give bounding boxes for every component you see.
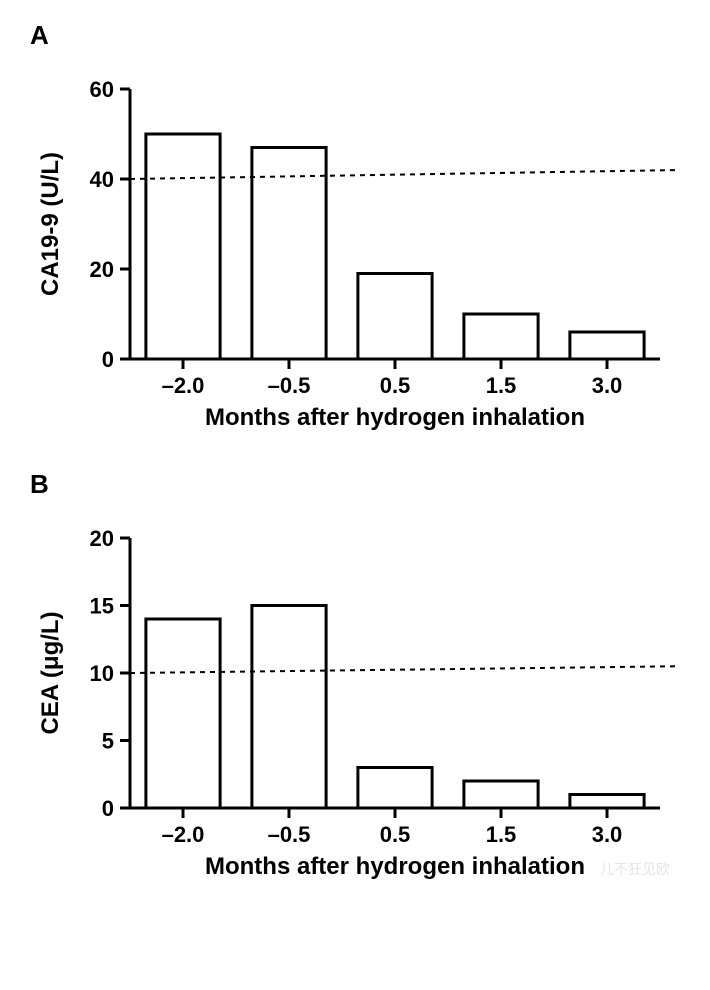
xtick-label: 0.5 bbox=[380, 822, 411, 847]
ytick-label: 0 bbox=[102, 347, 114, 372]
ytick-label: 5 bbox=[102, 729, 114, 754]
y-axis-label: CEA (μg/L) bbox=[37, 611, 64, 734]
panel-a: A 0 20 40 60 –2.0 –0.5 0.5 1.5 3.0 CA19-9 (U/L) Mo… bbox=[20, 20, 690, 439]
ytick-label: 20 bbox=[90, 526, 114, 551]
xtick-label: –0.5 bbox=[268, 822, 311, 847]
ytick-label: 10 bbox=[90, 661, 114, 686]
panel-b-label: B bbox=[30, 469, 690, 500]
xtick-label: –0.5 bbox=[268, 373, 311, 398]
xtick-label: 1.5 bbox=[486, 373, 517, 398]
bar-–2.0 bbox=[146, 619, 220, 808]
xtick-label: –2.0 bbox=[162, 822, 205, 847]
bar-0.5 bbox=[358, 274, 432, 360]
xtick-label: –2.0 bbox=[162, 373, 205, 398]
panel-b-chart: 0 5 10 15 20 –2.0 –0.5 0.5 1.5 3.0 CEA (μg/L) Month… bbox=[20, 508, 690, 888]
watermark: 儿不狂见欧 bbox=[600, 861, 670, 877]
bar-–0.5 bbox=[252, 606, 326, 809]
bar-3.0 bbox=[570, 795, 644, 809]
bar-3.0 bbox=[570, 332, 644, 359]
bar-–0.5 bbox=[252, 148, 326, 360]
x-axis-label: Months after hydrogen inhalation bbox=[205, 404, 585, 431]
ytick-label: 40 bbox=[90, 167, 114, 192]
panel-a-label: A bbox=[30, 20, 690, 51]
ytick-label: 0 bbox=[102, 796, 114, 821]
panel-a-svg: 0 20 40 60 –2.0 –0.5 0.5 1.5 3.0 CA19-9 (U/L) Mont… bbox=[20, 59, 690, 439]
ytick-label: 20 bbox=[90, 257, 114, 282]
bar-1.5 bbox=[464, 781, 538, 808]
ytick-label: 60 bbox=[90, 77, 114, 102]
xtick-label: 3.0 bbox=[592, 373, 623, 398]
xtick-label: 3.0 bbox=[592, 822, 623, 847]
panel-b-svg: 0 5 10 15 20 –2.0 –0.5 0.5 1.5 3.0 CEA (μg/L) Month… bbox=[20, 508, 690, 888]
panel-b: B 0 5 10 15 20 –2.0 –0.5 0.5 1.5 3.0 CEA (μg/L) Mon… bbox=[20, 469, 690, 888]
x-axis-label: Months after hydrogen inhalation bbox=[205, 853, 585, 880]
ytick-label: 15 bbox=[90, 594, 114, 619]
bar-0.5 bbox=[358, 768, 432, 809]
bar-–2.0 bbox=[146, 134, 220, 359]
panel-a-chart: 0 20 40 60 –2.0 –0.5 0.5 1.5 3.0 CA19-9 (U/L) Mont… bbox=[20, 59, 690, 439]
xtick-label: 0.5 bbox=[380, 373, 411, 398]
xtick-label: 1.5 bbox=[486, 822, 517, 847]
y-axis-label: CA19-9 (U/L) bbox=[37, 152, 64, 296]
bar-1.5 bbox=[464, 314, 538, 359]
